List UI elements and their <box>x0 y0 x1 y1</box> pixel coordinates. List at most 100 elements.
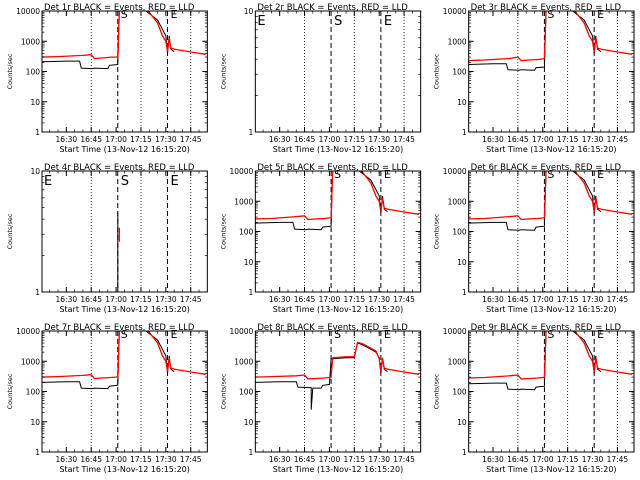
y-axis-label: Counts/sec <box>6 373 14 409</box>
plot-frame <box>41 170 208 293</box>
marker-s: S <box>121 174 129 189</box>
series-group <box>117 213 121 292</box>
x-tick-label: 17:30 <box>155 455 177 464</box>
lld-line <box>42 11 206 60</box>
x-tick-label: 16:30 <box>482 295 504 304</box>
lld-line <box>468 171 633 221</box>
y-tick-label: 1000 <box>234 357 253 366</box>
y-tick-label: 10 <box>244 418 254 427</box>
y-tick-label: 10 <box>457 98 467 107</box>
x-tick-label: 16:45 <box>80 455 102 464</box>
y-tick-label: 1000 <box>21 37 40 46</box>
x-tick-label: 17:00 <box>532 135 554 144</box>
marker-e: E <box>597 168 604 181</box>
x-axis-label: Start Time (13-Nov-12 16:15:20) <box>486 305 616 314</box>
x-tick-label: 16:45 <box>294 295 316 304</box>
plot-frame <box>468 330 635 453</box>
plot-frame <box>254 10 422 133</box>
y-axis-label: Counts/sec <box>219 53 227 89</box>
x-tick-label: 17:15 <box>130 295 152 304</box>
marker-e: E <box>597 8 604 21</box>
x-tick-label: 17:30 <box>155 135 177 144</box>
x-axis-label: Start Time (13-Nov-12 16:15:20) <box>273 145 403 154</box>
y-tick-label: 10 <box>457 418 467 427</box>
y-tick-label: 1 <box>249 128 254 137</box>
y-tick-label: 1 <box>462 448 467 457</box>
marker-s: S <box>547 328 554 341</box>
y-tick-label: 10 <box>244 7 254 16</box>
panel-title: Det 5r BLACK = Events, RED = LLD <box>257 163 408 173</box>
y-tick-label: 10000 <box>229 327 253 336</box>
x-tick-label: 17:45 <box>607 295 629 304</box>
plot-frame <box>468 10 635 133</box>
y-tick-label: 100 <box>239 228 254 237</box>
y-tick-label: 1000 <box>448 197 467 206</box>
x-tick-label: 17:45 <box>393 135 415 144</box>
x-tick-label: 16:30 <box>56 295 78 304</box>
x-tick-label: 17:30 <box>155 295 177 304</box>
x-tick-label: 16:30 <box>56 135 78 144</box>
y-axis-label: Counts/sec <box>433 213 441 249</box>
series-group <box>468 11 633 71</box>
x-tick-label: 17:30 <box>368 455 390 464</box>
y-tick-label: 100 <box>452 68 467 77</box>
marker-s: S <box>121 328 128 341</box>
series-group <box>42 331 206 390</box>
y-tick-label: 10000 <box>443 167 467 176</box>
x-tick-label: 17:00 <box>105 295 127 304</box>
plot-frame <box>254 330 422 453</box>
marker-e: E <box>384 168 391 181</box>
panel-title: Det 8r BLACK = Events, RED = LLD <box>257 323 408 333</box>
x-tick-label: 17:45 <box>607 135 629 144</box>
y-axis-label: Counts/sec <box>433 53 441 89</box>
series-group <box>42 11 206 70</box>
y-tick-label: 10000 <box>443 7 467 16</box>
marker-e: E <box>171 174 179 189</box>
series-group <box>255 171 420 231</box>
x-tick-label: 17:15 <box>343 135 365 144</box>
y-tick-label: 100 <box>452 228 467 237</box>
y-tick-label: 10000 <box>443 327 467 336</box>
x-tick-label: 17:15 <box>557 455 579 464</box>
x-tick-label: 17:00 <box>319 295 341 304</box>
x-tick-label: 17:00 <box>319 135 341 144</box>
lld-line <box>468 331 633 380</box>
marker-e: E <box>384 328 391 341</box>
x-axis-label: Start Time (13-Nov-12 16:15:20) <box>273 465 403 474</box>
y-tick-label: 1000 <box>448 37 467 46</box>
x-tick-label: 16:30 <box>56 455 78 464</box>
events-line <box>42 331 175 390</box>
x-tick-label: 17:30 <box>582 135 604 144</box>
marker-e: E <box>171 8 178 21</box>
x-axis-label: Start Time (13-Nov-12 16:15:20) <box>59 305 189 314</box>
y-tick-label: 100 <box>26 68 41 77</box>
marker-e: E <box>257 14 265 29</box>
x-tick-label: 17:00 <box>105 455 127 464</box>
events-line <box>42 11 175 70</box>
y-tick-label: 100 <box>452 388 467 397</box>
x-tick-label: 16:30 <box>269 455 291 464</box>
x-tick-label: 17:45 <box>180 455 202 464</box>
x-tick-label: 16:30 <box>269 135 291 144</box>
y-axis-label: Counts/sec <box>219 373 227 409</box>
x-tick-label: 16:30 <box>269 295 291 304</box>
x-tick-label: 17:15 <box>343 455 365 464</box>
x-tick-label: 17:30 <box>368 135 390 144</box>
y-axis-label: Counts/sec <box>6 213 14 249</box>
y-tick-label: 1 <box>249 448 254 457</box>
y-axis-label: Counts/sec <box>6 53 14 89</box>
y-axis-label: Counts/sec <box>433 373 441 409</box>
y-tick-label: 10000 <box>16 7 40 16</box>
y-tick-label: 1 <box>35 448 40 457</box>
y-tick-label: 10000 <box>229 167 253 176</box>
panel-title: Det 3r BLACK = Events, RED = LLD <box>471 3 622 13</box>
y-tick-label: 1000 <box>234 197 253 206</box>
events-line <box>468 171 602 231</box>
marker-s: S <box>547 168 554 181</box>
